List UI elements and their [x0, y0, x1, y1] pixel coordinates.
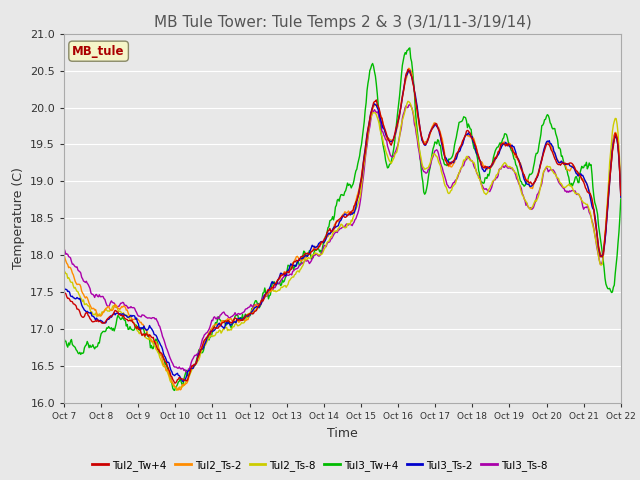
Title: MB Tule Tower: Tule Temps 2 & 3 (3/1/11-3/19/14): MB Tule Tower: Tule Temps 2 & 3 (3/1/11-… [154, 15, 531, 30]
Text: MB_tule: MB_tule [72, 45, 125, 58]
Legend: Tul2_Tw+4, Tul2_Ts-2, Tul2_Ts-8, Tul3_Tw+4, Tul3_Ts-2, Tul3_Ts-8: Tul2_Tw+4, Tul2_Ts-2, Tul2_Ts-8, Tul3_Tw… [88, 456, 552, 475]
Y-axis label: Temperature (C): Temperature (C) [12, 168, 25, 269]
X-axis label: Time: Time [327, 427, 358, 440]
